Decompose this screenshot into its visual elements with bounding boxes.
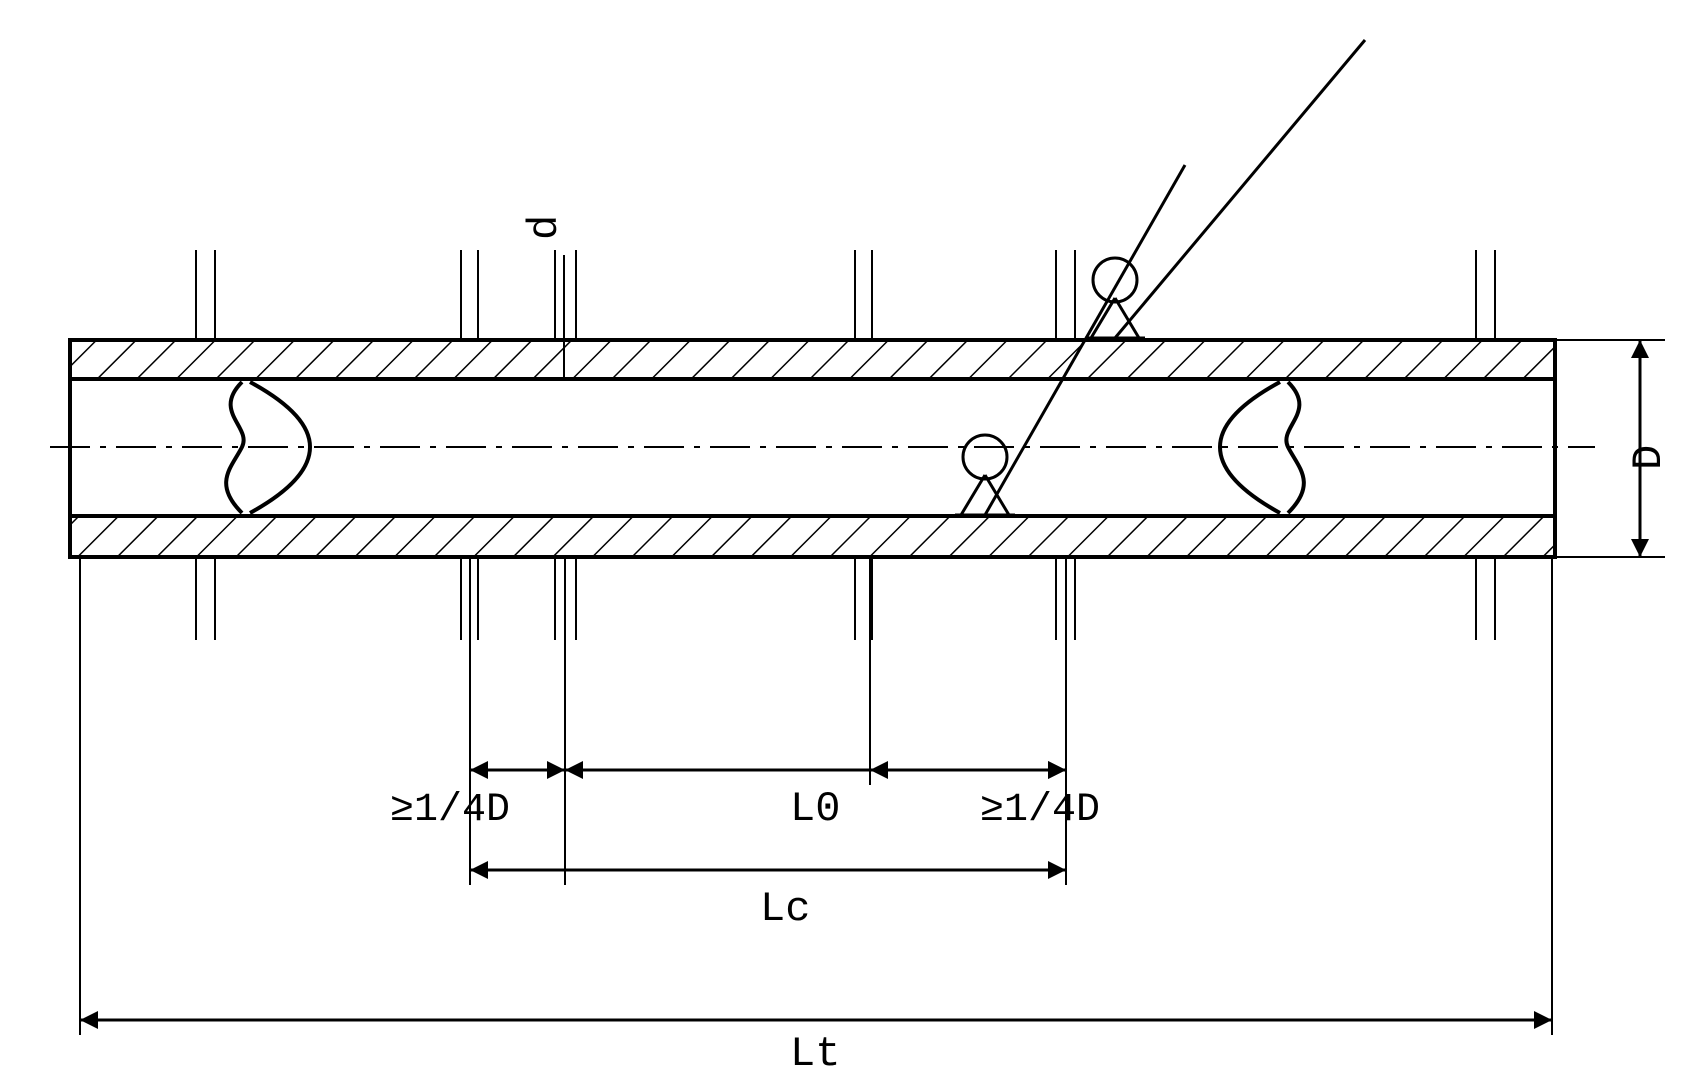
label-D: D — [1625, 445, 1673, 470]
label-Lt: Lt — [790, 1030, 840, 1078]
label-Lc: Lc — [760, 885, 810, 933]
label-L0: L0 — [790, 785, 840, 833]
label-ge-left: ≥1/4D — [390, 788, 510, 833]
label-d: d — [521, 215, 569, 240]
label-ge-right: ≥1/4D — [980, 788, 1100, 833]
extension-lines — [196, 250, 1495, 640]
tube-section — [50, 340, 1595, 557]
